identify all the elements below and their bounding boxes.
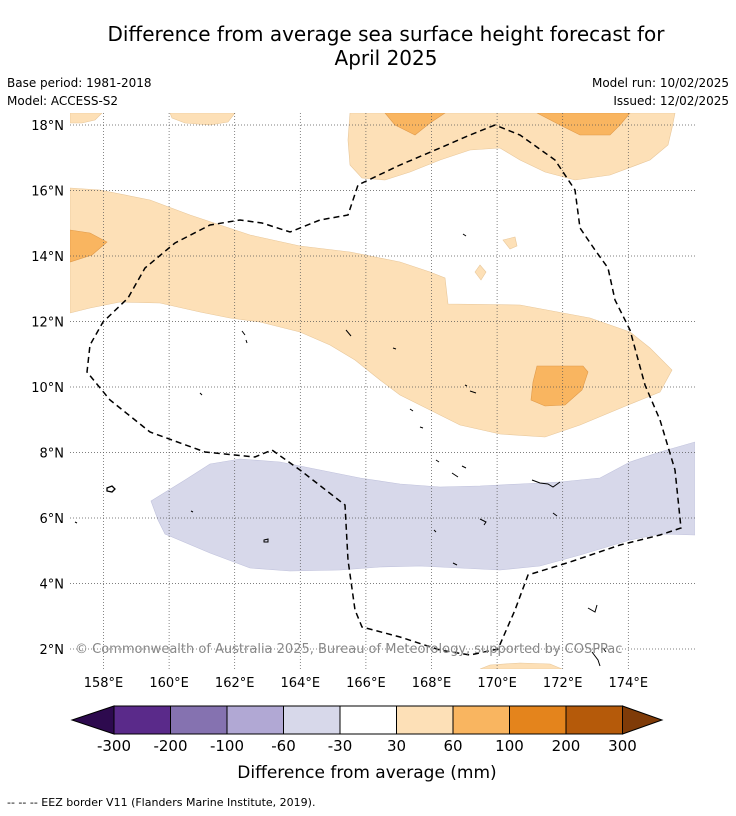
island-outline xyxy=(345,329,352,337)
issued-text: Issued: 12/02/2025 xyxy=(613,94,729,108)
island-outline xyxy=(552,512,558,517)
lon-tick-label: 170°E xyxy=(477,676,517,691)
anomaly-30-60-small-4 xyxy=(474,264,487,281)
island-outline xyxy=(74,392,203,524)
lon-tick-label: 162°E xyxy=(215,676,255,691)
colorbar: -300 -200 -100 -60 -30 30 60 100 200 300 xyxy=(70,705,664,755)
colorbar-segment xyxy=(396,705,454,735)
meta-right: Model run: 10/02/2025 Issued: 12/02/2025 xyxy=(592,74,729,110)
colorbar-tick-label: -100 xyxy=(210,737,244,755)
eez-legend-note: -- -- -- EEZ border V11 (Flanders Marine… xyxy=(7,796,316,809)
title-line-1: Difference from average sea surface heig… xyxy=(107,22,665,46)
island-outline xyxy=(409,408,440,463)
colorbar-label: Difference from average (mm) xyxy=(237,763,496,783)
coastlines xyxy=(74,233,607,667)
colorbar-segment xyxy=(226,705,284,735)
island-outline xyxy=(531,479,561,488)
colorbar-segment xyxy=(170,705,228,735)
lat-tick-label: 12°N xyxy=(31,316,64,331)
colorbar-tick-label: -200 xyxy=(153,737,187,755)
anomaly-neg30-neg60-band xyxy=(150,441,695,572)
island-outline xyxy=(479,518,487,526)
lon-tick-label: 158°E xyxy=(84,676,124,691)
model-text: Model: ACCESS-S2 xyxy=(7,94,119,108)
lon-tick-label: 160°E xyxy=(149,676,189,691)
longitude-labels: 158°E 160°E 162°E 164°E 166°E 168°E 170°E 172°E… xyxy=(84,676,648,691)
island-outline xyxy=(587,604,607,667)
colorbar-over-arrow xyxy=(622,705,664,735)
island-outline xyxy=(464,384,477,394)
island-outline xyxy=(263,538,269,543)
anomaly-30-60-south-edge xyxy=(479,662,563,669)
copyright-text: © Commonwealth of Australia 2025, Bureau… xyxy=(75,642,622,657)
colorbar-segment xyxy=(113,705,171,735)
anomaly-30-60-small-2 xyxy=(70,113,103,124)
map-area xyxy=(70,113,695,669)
anomaly-60-100-east xyxy=(530,365,589,407)
lon-tick-label: 174°E xyxy=(609,676,649,691)
lat-tick-label: 8°N xyxy=(40,447,65,462)
eez-border xyxy=(86,124,682,656)
island-outline xyxy=(433,529,458,566)
colorbar-tick-label: 300 xyxy=(608,737,637,755)
lon-tick-label: 166°E xyxy=(346,676,386,691)
colorbar-tick-label: 60 xyxy=(443,737,462,755)
base-period-text: Base period: 1981-2018 xyxy=(7,76,152,90)
colorbar-tick-label: 30 xyxy=(387,737,406,755)
colorbar-under-arrow xyxy=(70,705,115,735)
map-title: Difference from average sea surface heig… xyxy=(60,22,712,70)
anomaly-30-60-small-1 xyxy=(169,113,236,126)
anomaly-30-60-band xyxy=(70,187,673,438)
lat-tick-label: 4°N xyxy=(40,578,65,593)
model-run-text: Model run: 10/02/2025 xyxy=(591,76,729,90)
latitude-labels: 2°N 4°N 6°N 8°N 10°N 12°N 14°N 16°N 18°N xyxy=(31,119,64,658)
lat-tick-label: 6°N xyxy=(40,512,65,527)
island-outline xyxy=(462,233,467,237)
colorbar-segment xyxy=(339,705,397,735)
meta-left: Base period: 1981-2018 Model: ACCESS-S2 xyxy=(7,74,152,110)
colorbar-segment xyxy=(452,705,510,735)
lon-tick-label: 164°E xyxy=(281,676,321,691)
island-outline xyxy=(392,347,397,350)
colorbar-tick-label: 100 xyxy=(495,737,524,755)
island-outline xyxy=(451,465,467,478)
colorbar-segment xyxy=(509,705,567,735)
island-outline xyxy=(241,330,248,344)
colorbar-tick-label: -60 xyxy=(271,737,296,755)
colorbar-tick-label: 200 xyxy=(552,737,581,755)
lon-tick-label: 168°E xyxy=(412,676,452,691)
title-line-2: April 2025 xyxy=(334,46,438,70)
colorbar-tick-label: -300 xyxy=(97,737,131,755)
colorbar-tick-label: -30 xyxy=(328,737,353,755)
anomaly-60-100-north-1 xyxy=(384,113,446,136)
lon-tick-label: 172°E xyxy=(543,676,583,691)
anomaly-60-100-west xyxy=(70,229,108,263)
colorbar-segment xyxy=(283,705,341,735)
anomaly-30-60-small-3 xyxy=(502,236,518,250)
lat-tick-label: 10°N xyxy=(31,381,64,396)
lat-tick-label: 2°N xyxy=(40,643,65,658)
grid-lines xyxy=(70,113,695,669)
lat-tick-label: 14°N xyxy=(31,250,64,265)
island-outline xyxy=(106,485,116,493)
lat-tick-label: 16°N xyxy=(31,185,64,200)
colorbar-segment xyxy=(565,705,623,735)
lat-tick-label: 18°N xyxy=(31,119,64,134)
